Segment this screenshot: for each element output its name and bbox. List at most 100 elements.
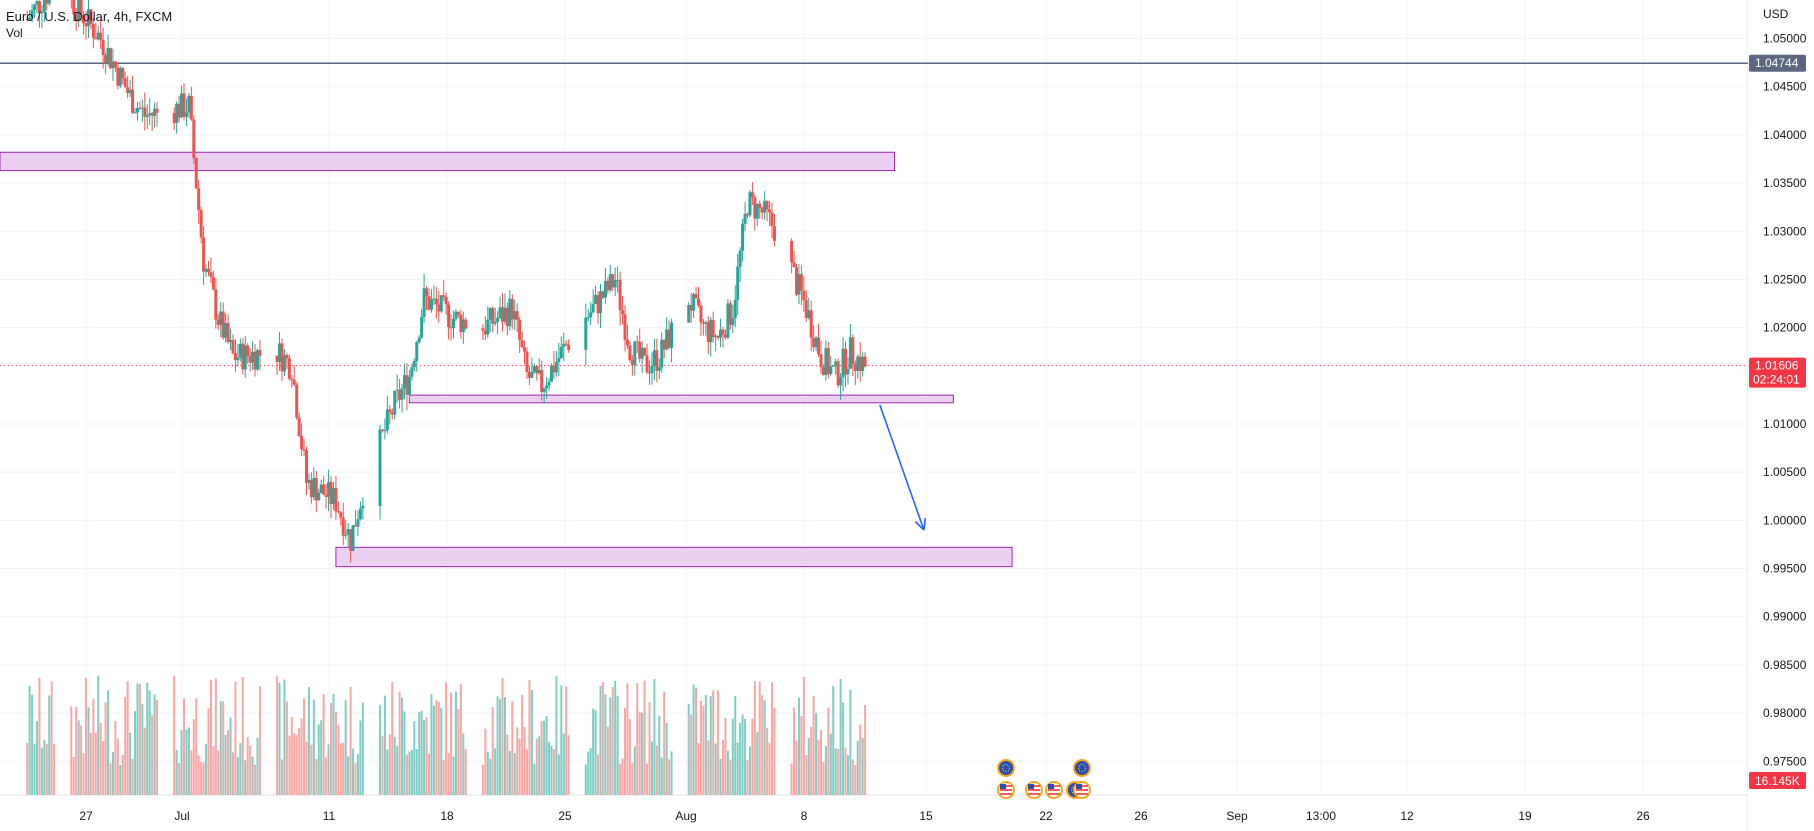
- price-zone[interactable]: [408, 394, 954, 404]
- candle-body[interactable]: [523, 347, 527, 352]
- candle-body[interactable]: [601, 291, 605, 298]
- candle-body[interactable]: [758, 203, 762, 209]
- candle-body[interactable]: [768, 209, 772, 213]
- candle-body[interactable]: [844, 348, 847, 375]
- candle-body[interactable]: [429, 299, 433, 310]
- price-zone[interactable]: [0, 151, 895, 172]
- candle-body[interactable]: [172, 112, 176, 124]
- candle-body[interactable]: [351, 525, 355, 551]
- candle-body[interactable]: [140, 107, 144, 109]
- candle-body[interactable]: [216, 319, 220, 325]
- candle-body[interactable]: [819, 354, 823, 368]
- candle-body[interactable]: [106, 48, 110, 63]
- candle-body[interactable]: [746, 213, 749, 216]
- candle-body[interactable]: [650, 365, 654, 374]
- candle-body[interactable]: [104, 54, 108, 63]
- candle-body[interactable]: [826, 348, 830, 375]
- candle-body[interactable]: [839, 377, 843, 386]
- candle-body[interactable]: [331, 488, 335, 505]
- candle-body[interactable]: [493, 321, 497, 324]
- candle-body[interactable]: [380, 429, 384, 431]
- candle-body[interactable]: [282, 354, 286, 372]
- candle-body[interactable]: [770, 212, 774, 227]
- candle-body[interactable]: [699, 305, 703, 323]
- candle-body[interactable]: [285, 354, 289, 359]
- candle-body[interactable]: [28, 17, 32, 20]
- candle-body[interactable]: [807, 310, 811, 318]
- candle-body[interactable]: [135, 107, 139, 113]
- candle-body[interactable]: [322, 484, 326, 495]
- candle-body[interactable]: [74, 14, 78, 21]
- candle-body[interactable]: [701, 322, 705, 324]
- candle-body[interactable]: [346, 529, 350, 535]
- candle-body[interactable]: [628, 345, 632, 361]
- candle-body[interactable]: [667, 329, 671, 348]
- candle-body[interactable]: [687, 305, 691, 323]
- candle-body[interactable]: [30, 10, 34, 18]
- candle-body[interactable]: [603, 280, 607, 298]
- candle-body[interactable]: [314, 477, 318, 501]
- candle-body[interactable]: [96, 32, 100, 40]
- candle-body[interactable]: [611, 274, 615, 288]
- candle-body[interactable]: [824, 348, 828, 375]
- candle-body[interactable]: [327, 481, 331, 497]
- candle-body[interactable]: [427, 296, 431, 310]
- candle-body[interactable]: [447, 304, 451, 328]
- candle-body[interactable]: [510, 298, 514, 320]
- eu-flag-icon[interactable]: [997, 759, 1015, 777]
- candle-body[interactable]: [545, 385, 549, 389]
- candle-body[interactable]: [300, 435, 304, 450]
- candle-body[interactable]: [505, 307, 509, 327]
- candle-body[interactable]: [150, 113, 154, 116]
- candle-body[interactable]: [853, 363, 857, 371]
- candle-body[interactable]: [606, 280, 610, 291]
- candle-body[interactable]: [464, 319, 468, 329]
- candle-body[interactable]: [329, 481, 333, 505]
- candle-body[interactable]: [586, 317, 590, 319]
- candle-body[interactable]: [648, 372, 651, 374]
- candle-body[interactable]: [858, 356, 862, 371]
- candle-body[interactable]: [483, 330, 487, 335]
- candle-body[interactable]: [704, 322, 708, 324]
- candle-body[interactable]: [442, 295, 446, 297]
- candle-body[interactable]: [449, 327, 453, 329]
- candle-body[interactable]: [719, 329, 723, 338]
- candle-body[interactable]: [802, 290, 806, 301]
- candle-body[interactable]: [116, 67, 120, 86]
- candle-body[interactable]: [812, 337, 816, 348]
- candle-body[interactable]: [625, 339, 629, 346]
- candle-body[interactable]: [694, 294, 698, 299]
- candle-body[interactable]: [799, 274, 803, 291]
- candle-body[interactable]: [738, 250, 742, 267]
- candle-body[interactable]: [290, 378, 294, 380]
- candle-body[interactable]: [461, 319, 465, 333]
- candle-body[interactable]: [133, 112, 137, 114]
- candle-body[interactable]: [760, 208, 764, 213]
- candle-body[interactable]: [287, 358, 291, 379]
- candle-body[interactable]: [358, 508, 362, 520]
- candle-body[interactable]: [390, 412, 394, 415]
- candle-body[interactable]: [199, 210, 203, 238]
- candle-body[interactable]: [192, 119, 196, 158]
- candle-body[interactable]: [241, 343, 245, 370]
- candle-body[interactable]: [834, 361, 838, 366]
- candle-body[interactable]: [35, 1, 39, 5]
- candle-body[interactable]: [599, 291, 602, 314]
- candle-body[interactable]: [214, 289, 218, 320]
- candle-body[interactable]: [836, 361, 840, 386]
- candle-body[interactable]: [591, 303, 595, 313]
- candle-body[interactable]: [118, 68, 122, 86]
- candle-body[interactable]: [251, 351, 255, 363]
- candle-body[interactable]: [665, 329, 669, 350]
- candle-body[interactable]: [77, 0, 81, 21]
- candle-body[interactable]: [385, 409, 389, 431]
- candle-body[interactable]: [295, 384, 299, 418]
- candle-body[interactable]: [224, 323, 228, 338]
- candle-body[interactable]: [356, 519, 360, 527]
- candle-body[interactable]: [596, 294, 600, 314]
- candle-body[interactable]: [258, 350, 262, 356]
- candle-body[interactable]: [138, 107, 142, 109]
- candle-body[interactable]: [498, 307, 502, 318]
- candle-body[interactable]: [403, 375, 406, 389]
- candle-body[interactable]: [219, 311, 223, 325]
